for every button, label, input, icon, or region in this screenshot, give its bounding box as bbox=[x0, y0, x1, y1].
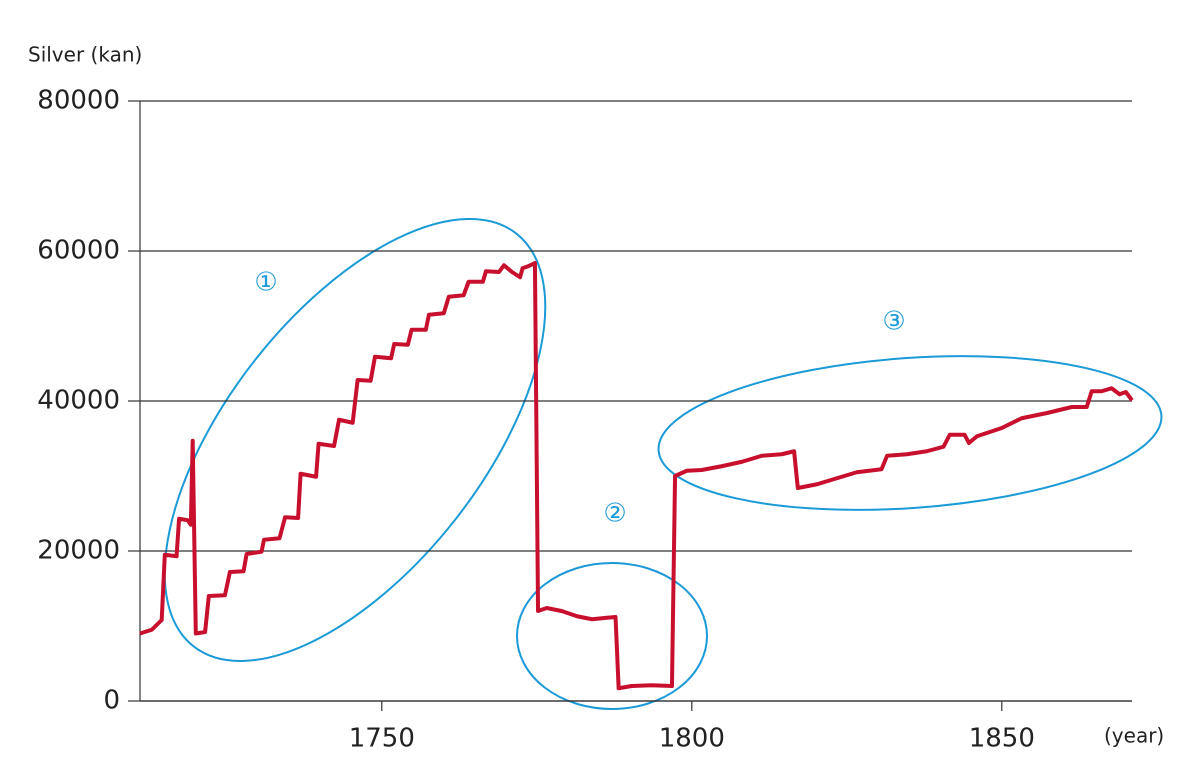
x-tick-label: 1750 bbox=[349, 724, 415, 754]
annotation: ① bbox=[254, 268, 277, 298]
y-tick-label: 20000 bbox=[37, 536, 120, 566]
highlight-ellipse bbox=[657, 355, 1163, 511]
highlight-ellipse bbox=[516, 562, 708, 710]
data-line bbox=[139, 261, 1134, 691]
y-tick-label: 60000 bbox=[37, 236, 120, 266]
highlight-ellipse bbox=[163, 218, 547, 662]
y-axis-label: Silver (kan) bbox=[28, 43, 142, 67]
x-axis-label: (year) bbox=[1104, 724, 1164, 748]
x-tick-label: 1800 bbox=[659, 724, 725, 754]
y-tick-label: 40000 bbox=[37, 386, 120, 416]
x-tick-label: 1850 bbox=[969, 724, 1035, 754]
annotation: ② bbox=[603, 499, 626, 529]
y-tick-label: 80000 bbox=[37, 86, 120, 116]
y-tick-label: 0 bbox=[103, 686, 120, 716]
annotation: ③ bbox=[882, 307, 905, 337]
